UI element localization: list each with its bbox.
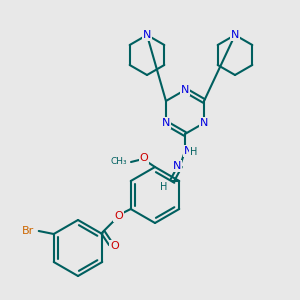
Text: O: O — [114, 211, 123, 221]
Text: H: H — [160, 182, 168, 192]
Text: N: N — [200, 118, 208, 128]
Text: H: H — [190, 147, 198, 157]
Text: N: N — [173, 161, 181, 171]
Text: Br: Br — [22, 226, 34, 236]
Text: CH₃: CH₃ — [110, 158, 127, 166]
Text: N: N — [162, 118, 170, 128]
Text: N: N — [184, 146, 192, 156]
Text: O: O — [140, 153, 148, 163]
Text: N: N — [143, 30, 151, 40]
Text: O: O — [110, 241, 119, 251]
Text: N: N — [181, 85, 189, 95]
Text: N: N — [231, 30, 239, 40]
